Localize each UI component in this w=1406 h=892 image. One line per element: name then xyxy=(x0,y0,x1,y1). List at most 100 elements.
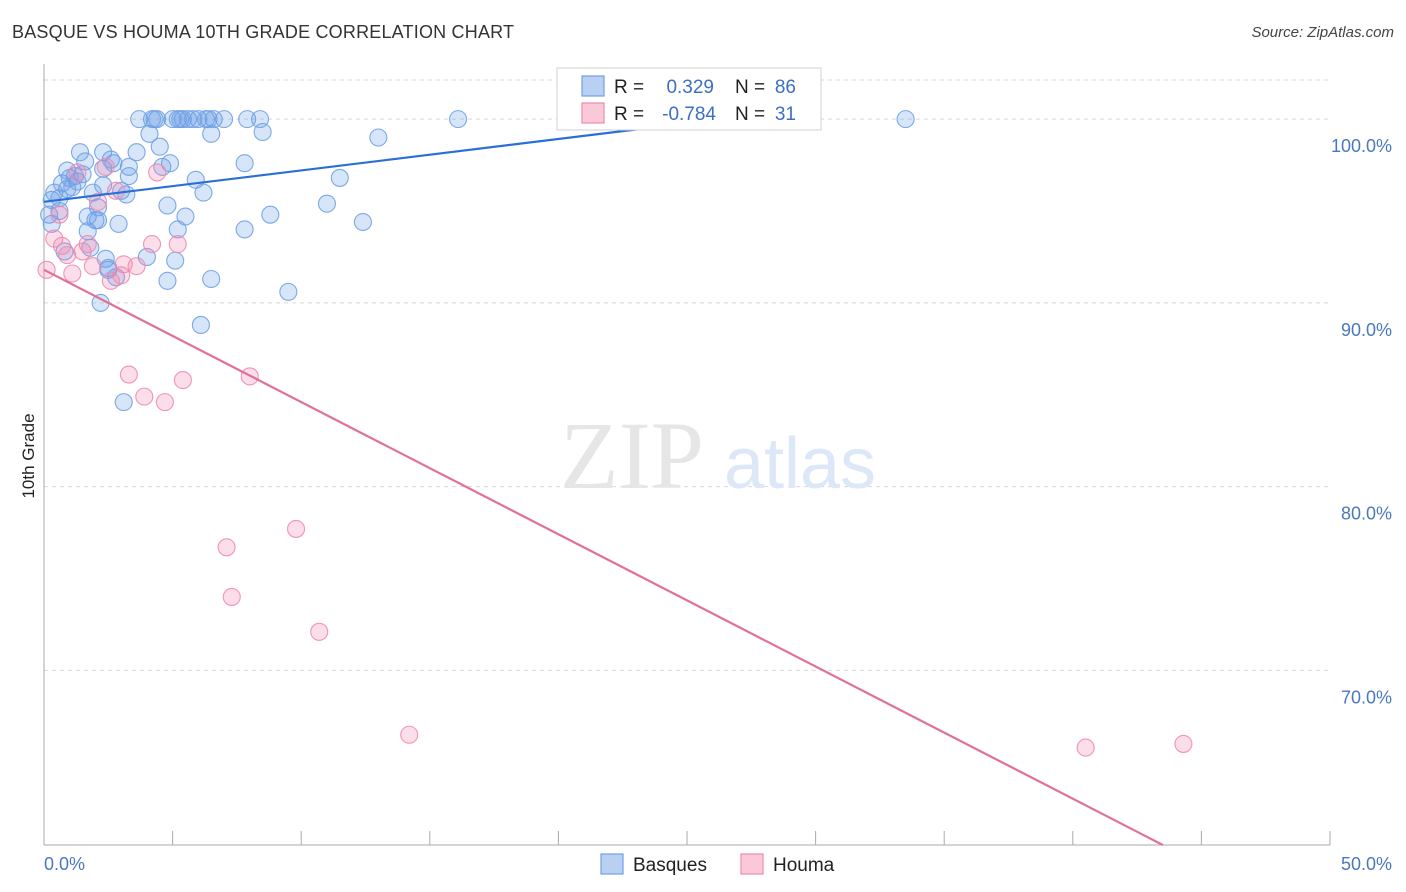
basques-point xyxy=(158,196,177,215)
legend-houma-n-value: 31 xyxy=(775,104,796,125)
basques-point xyxy=(119,157,138,176)
axes xyxy=(43,64,1331,846)
houma-point xyxy=(37,260,56,279)
houma-point xyxy=(68,163,87,182)
gridlines xyxy=(44,79,1330,671)
basques-point xyxy=(369,128,388,147)
legend-basques-n-value: 86 xyxy=(775,77,796,98)
basques-point xyxy=(317,194,336,213)
y-tick-label: 70.0% xyxy=(1341,687,1392,707)
y-tick-label: 80.0% xyxy=(1341,504,1392,524)
houma-point xyxy=(148,163,167,182)
legend-stats: R = 0.329 N = 86 R = -0.784 N = 31 xyxy=(556,67,822,131)
basques-point xyxy=(176,207,195,226)
basques-point xyxy=(191,315,210,334)
houma-point xyxy=(1076,738,1095,757)
basques-point xyxy=(202,269,221,289)
legend-bottom-basques: Basques xyxy=(633,855,707,876)
houma-point xyxy=(96,157,115,176)
legend-houma-n-label: N = xyxy=(735,104,765,125)
houma-point xyxy=(45,229,64,248)
houma-point xyxy=(83,257,102,276)
houma-trend-line xyxy=(43,268,1164,846)
houma-point xyxy=(112,266,131,285)
houma-point xyxy=(135,387,154,406)
houma-point xyxy=(287,519,306,538)
watermark: ZIP atlas xyxy=(560,402,876,509)
houma-point xyxy=(106,181,126,200)
houma-point xyxy=(1174,734,1193,753)
basques-point xyxy=(160,154,180,173)
houma-point xyxy=(217,538,236,557)
basques-point xyxy=(194,183,213,202)
legend-series: Basques Houma xyxy=(600,853,835,876)
houma-point xyxy=(127,257,146,276)
houma-point xyxy=(58,246,77,265)
houma-point xyxy=(63,264,82,283)
basques-point xyxy=(330,168,349,187)
x-tick-label: 50.0% xyxy=(1341,854,1392,874)
houma-point xyxy=(173,371,192,390)
y-tick-label: 100.0% xyxy=(1331,136,1392,156)
legend-bottom-swatch-basques xyxy=(600,853,624,875)
legend-bottom-swatch-houma xyxy=(740,853,764,875)
basques-point xyxy=(204,110,223,129)
basques-point xyxy=(166,251,185,270)
basques-point xyxy=(88,211,108,230)
basques-point xyxy=(70,143,90,162)
basques-point xyxy=(238,110,257,129)
houma-point xyxy=(78,235,97,254)
chart-title: BASQUE VS HOUMA 10TH GRADE CORRELATION C… xyxy=(12,22,515,42)
basques-point xyxy=(148,110,167,129)
houma-point xyxy=(310,622,329,641)
legend-houma-r-value: -0.784 xyxy=(662,104,716,125)
basques-point xyxy=(896,110,915,129)
basques-point xyxy=(199,110,218,129)
basques-point xyxy=(261,205,280,224)
basques-point xyxy=(449,110,468,129)
x-tick-label: 0.0% xyxy=(44,854,85,874)
basques-point xyxy=(119,167,138,186)
legend-basques-r-value: 0.329 xyxy=(666,77,714,98)
basques-point xyxy=(214,110,234,129)
y-tick-label: 90.0% xyxy=(1341,320,1392,340)
x-tick-labels: 0.0% 50.0% xyxy=(44,854,1392,874)
basques-point xyxy=(150,137,169,156)
legend-swatch-basques xyxy=(581,75,605,97)
houma-point xyxy=(88,192,108,211)
houma-point xyxy=(400,725,419,744)
basques-point xyxy=(178,110,198,129)
basques-point xyxy=(163,110,182,129)
basques-point xyxy=(235,220,254,239)
houma-point xyxy=(155,393,174,412)
houma-point xyxy=(52,236,72,255)
basques-point xyxy=(114,393,133,412)
houma-point xyxy=(142,235,162,254)
watermark-zip: ZIP xyxy=(560,402,704,509)
basques-point xyxy=(279,282,298,301)
houma-point xyxy=(101,271,120,290)
basques-point xyxy=(189,110,208,129)
houma-point xyxy=(119,365,138,384)
legend-swatch-houma xyxy=(581,102,605,124)
basques-point xyxy=(253,122,272,142)
legend-bottom-houma: Houma xyxy=(773,855,835,876)
basques-point xyxy=(130,110,149,129)
chart-source: Source: ZipAtlas.com xyxy=(1251,24,1394,41)
legend-basques-n-label: N = xyxy=(735,77,765,98)
basques-point xyxy=(109,214,128,233)
y-axis-label: 10th Grade xyxy=(19,413,38,498)
watermark-atlas: atlas xyxy=(724,424,876,504)
basques-point xyxy=(158,271,177,290)
basques-point xyxy=(94,143,113,162)
houma-point xyxy=(50,205,69,224)
legend-basques-r-label: R = xyxy=(614,77,644,98)
houma-point xyxy=(222,587,241,606)
legend-houma-r-label: R = xyxy=(614,104,644,125)
basques-point xyxy=(202,124,221,143)
basques-point xyxy=(235,154,254,173)
scatter-points xyxy=(37,110,1193,757)
basques-point xyxy=(353,212,372,232)
basques-point xyxy=(173,110,192,129)
houma-point xyxy=(168,235,187,254)
